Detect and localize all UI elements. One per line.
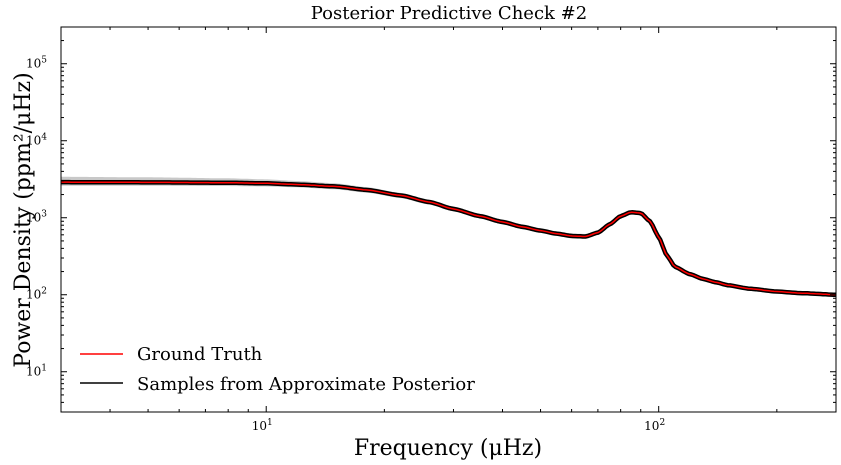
x-tick-label: 102 [644,418,665,433]
x-axis: 101 102 [60,27,778,433]
legend-label-samples: Samples from Approximate Posterior [137,374,475,395]
x-axis-label: Frequency (μHz) [354,436,542,461]
posterior-band [61,176,836,296]
y-tick-label-exponent: 4 [41,133,47,143]
series-line-ground-truth [61,181,836,296]
y-tick-label: 105 [26,56,47,71]
plot-area [60,26,837,413]
x-tick-label-exponent: 1 [267,418,273,428]
y-tick-label-exponent: 2 [41,287,47,297]
legend: Ground Truth Samples from Approximate Po… [80,344,475,395]
y-axis-label: Power Density (ppm²/μHz) [11,72,36,367]
y-tick-label-exponent: 3 [41,210,47,220]
legend-label-ground-truth: Ground Truth [137,344,263,365]
plot-frame [60,26,837,413]
x-tick-label: 101 [252,418,273,433]
posterior-band-area [61,176,836,296]
series-line-samples [61,179,836,297]
y-tick-label-exponent: 5 [41,56,47,66]
chart-title: Posterior Predictive Check #2 [311,3,587,24]
x-tick-label-exponent: 2 [659,418,665,428]
y-tick-label-exponent: 1 [41,364,47,374]
series-lines [61,179,836,297]
